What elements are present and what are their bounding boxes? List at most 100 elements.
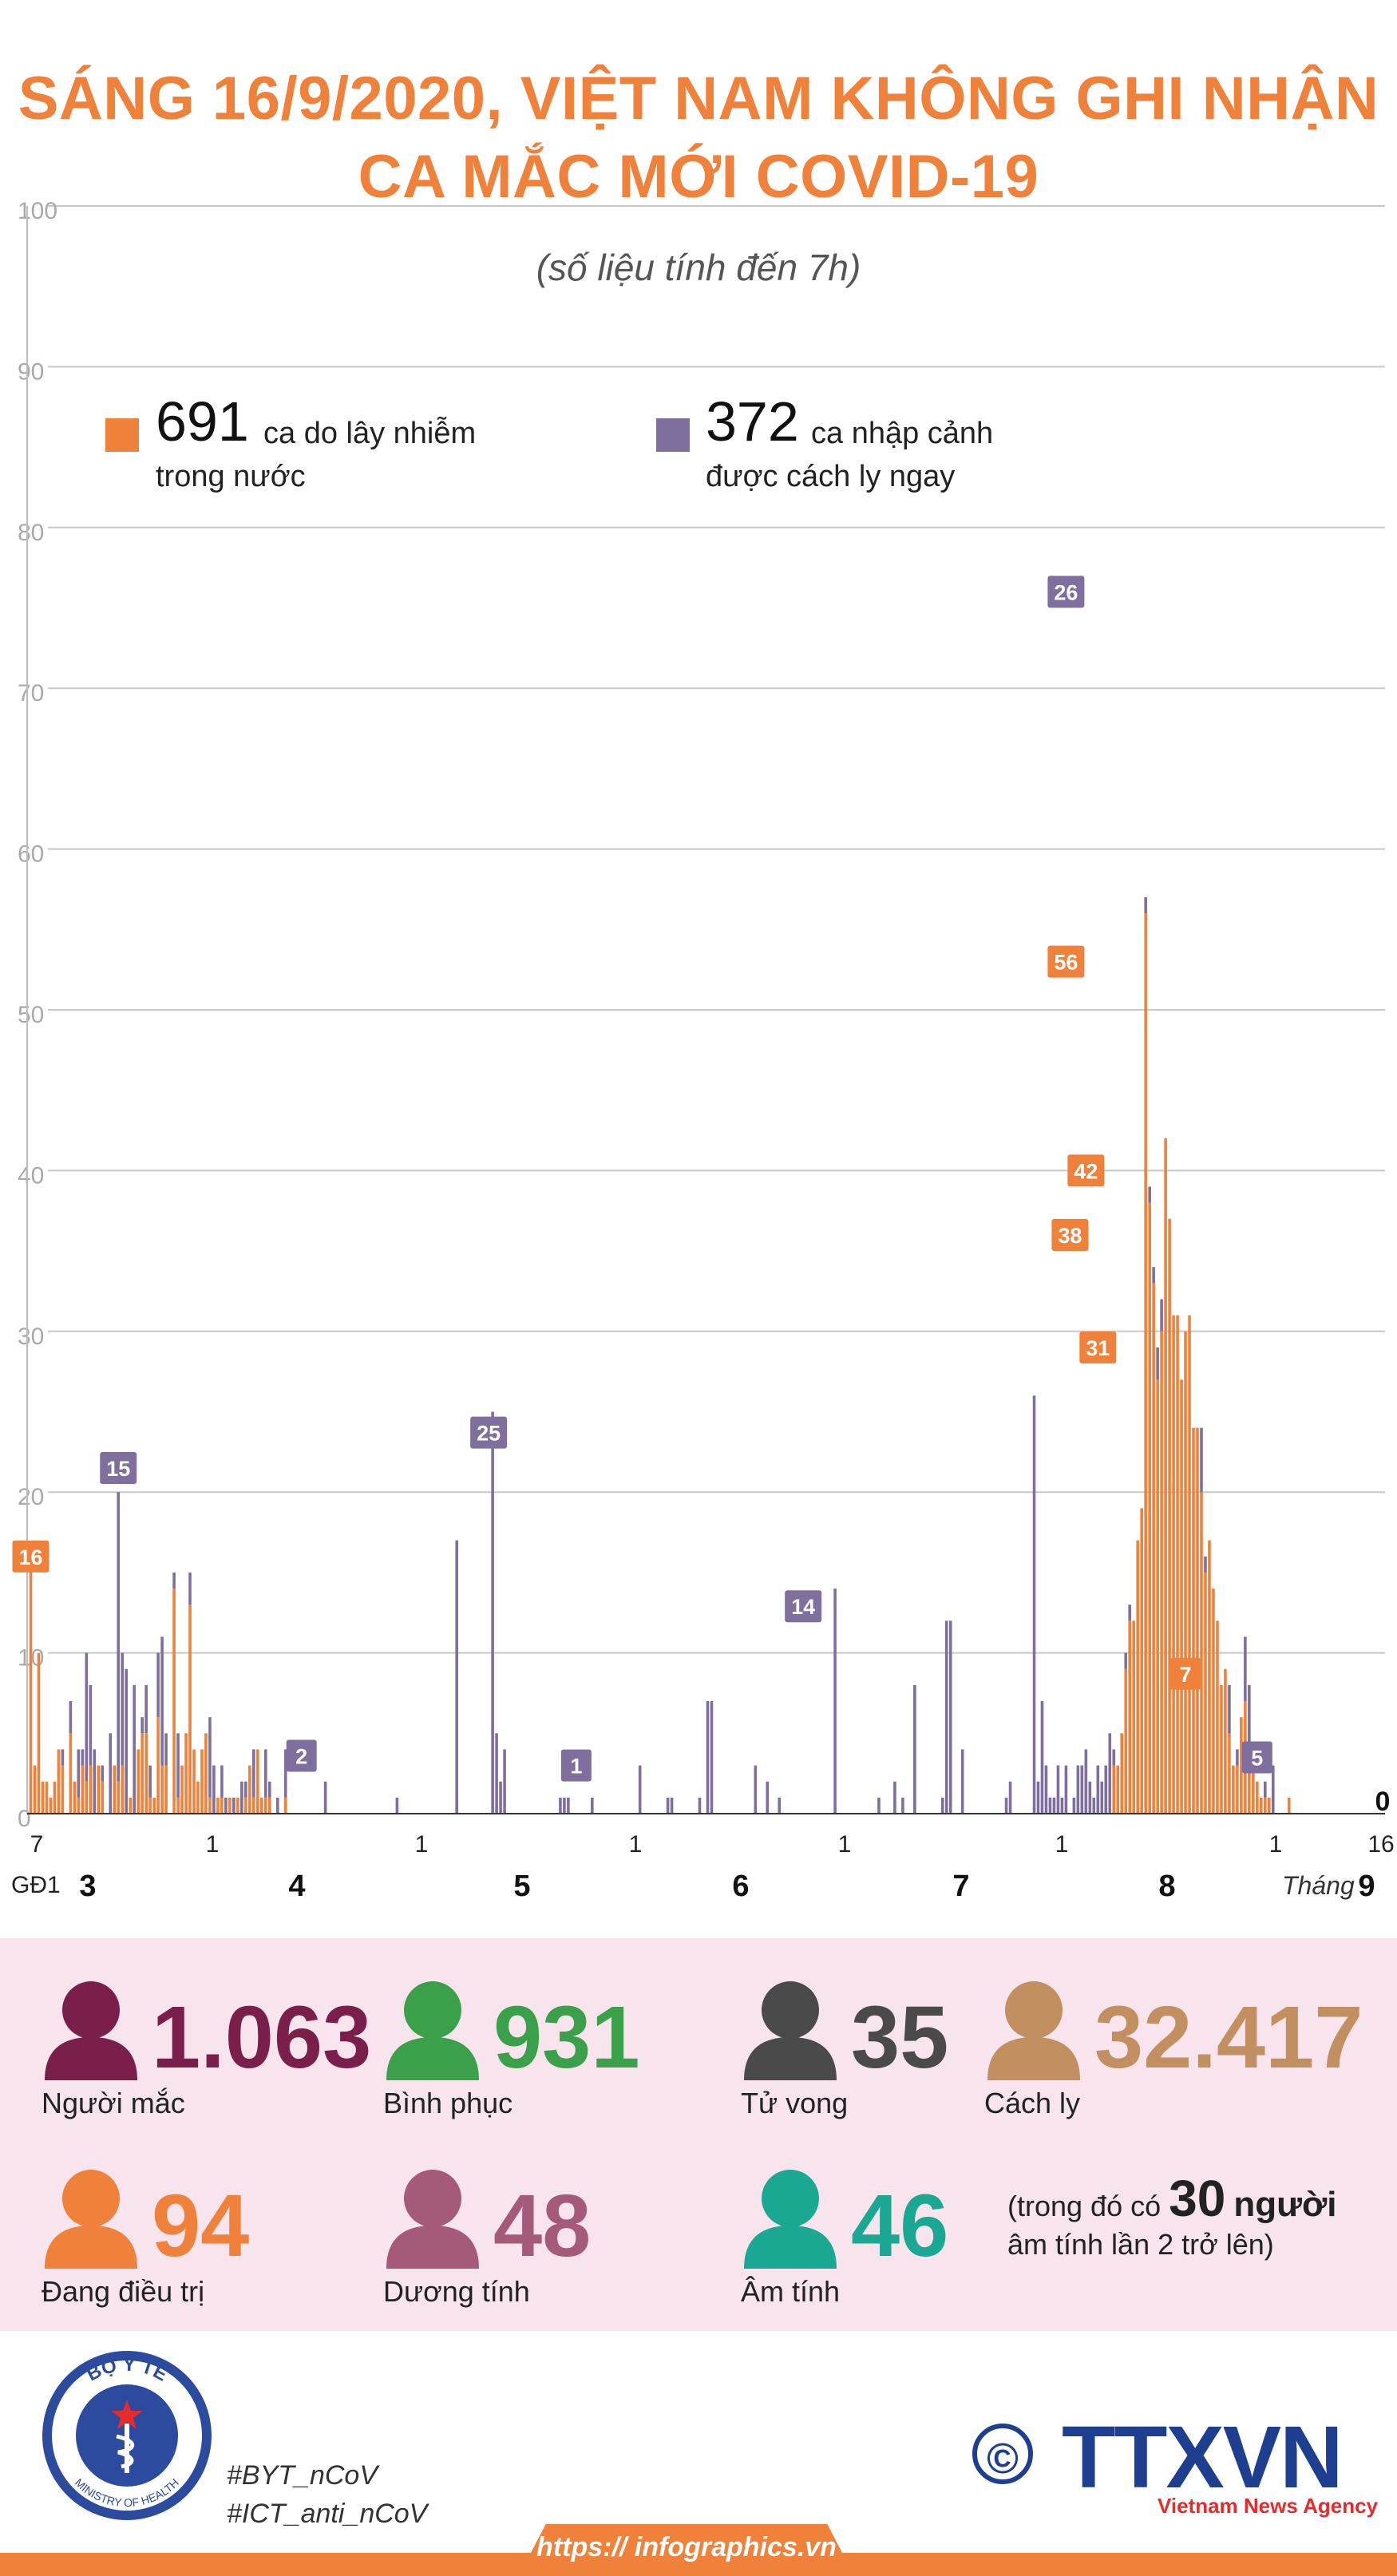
note-line2: âm tính lần 2 trở lên) xyxy=(1007,2228,1274,2261)
bar-imported xyxy=(1244,1636,1247,1702)
bar-domestic xyxy=(1232,1765,1235,1814)
bar-imported xyxy=(263,1749,267,1798)
bar-imported xyxy=(766,1781,770,1814)
bar-imported xyxy=(1052,1797,1056,1814)
bar-domestic xyxy=(1256,1781,1259,1814)
bar-imported xyxy=(638,1765,642,1814)
callout-badge xyxy=(1170,1657,1201,1690)
bar-imported xyxy=(93,1749,97,1814)
bar-imported xyxy=(1264,1781,1267,1798)
bar-imported xyxy=(208,1717,212,1798)
bar-domestic xyxy=(156,1717,160,1814)
bar-imported xyxy=(1108,1733,1112,1814)
bar-domestic xyxy=(228,1797,232,1814)
x-tick-label: 1 xyxy=(415,1831,429,1858)
bar-domestic xyxy=(41,1781,45,1814)
bar-imported xyxy=(948,1620,952,1814)
x-tick-label: 1 xyxy=(206,1831,220,1858)
bar-imported xyxy=(1248,1684,1251,1750)
bar-domestic xyxy=(77,1797,81,1814)
bar-domestic xyxy=(188,1605,192,1814)
bar-domestic xyxy=(1252,1765,1255,1814)
bar-domestic xyxy=(101,1781,105,1814)
bar-imported xyxy=(1088,1781,1092,1814)
bar-imported xyxy=(960,1749,964,1814)
bar-domestic xyxy=(1224,1668,1227,1814)
legend-label-domestic-1: ca do lây nhiễm xyxy=(263,417,477,450)
y-tick-label: 60 xyxy=(18,841,44,868)
bar-domestic xyxy=(1200,1492,1203,1814)
bar-domestic xyxy=(1260,1797,1263,1814)
person-icon xyxy=(987,1981,1080,2080)
y-tick-label: 0 xyxy=(18,1806,31,1832)
bar-imported xyxy=(901,1797,904,1814)
callout-label: 38 xyxy=(1058,1224,1082,1248)
callout-badge xyxy=(1241,1741,1272,1774)
title-line-1: SÁNG 16/9/2020, VIỆT NAM KHÔNG GHI NHẬN xyxy=(18,65,1379,133)
bar-domestic xyxy=(1136,1540,1139,1814)
bar-domestic xyxy=(29,1556,33,1814)
bar-domestic xyxy=(256,1749,259,1814)
bar-imported xyxy=(1104,1765,1108,1814)
bar-domestic xyxy=(196,1781,200,1814)
bar-domestic xyxy=(1180,1379,1183,1814)
callout-label: 1 xyxy=(570,1755,582,1779)
callout-label: 31 xyxy=(1086,1336,1110,1360)
y-tick-label: 80 xyxy=(18,520,44,546)
callout-badge xyxy=(1079,1331,1117,1363)
bar-imported xyxy=(567,1797,570,1814)
bar-domestic xyxy=(144,1733,148,1814)
bar-domestic xyxy=(200,1749,204,1814)
agency-logo: TTXVN xyxy=(1062,2408,1344,2507)
bar-imported xyxy=(710,1701,714,1814)
bar-imported xyxy=(156,1652,160,1718)
callout-badge xyxy=(560,1749,592,1782)
legend-count-domestic: 691 xyxy=(156,390,249,453)
month-label: 7 xyxy=(952,1870,969,1903)
callout-label: 15 xyxy=(106,1457,130,1481)
callout-label: 5 xyxy=(1251,1747,1263,1771)
bar-imported xyxy=(1160,1299,1163,1332)
bar-imported xyxy=(698,1797,702,1814)
bar-imported xyxy=(252,1749,255,1798)
bar-imported xyxy=(877,1797,881,1814)
stat-label: Đang điều trị xyxy=(42,2275,205,2308)
callout-badge xyxy=(100,1451,137,1484)
y-tick-label: 50 xyxy=(18,1002,44,1028)
bar-imported xyxy=(395,1797,399,1814)
stat-value: 48 xyxy=(493,2177,592,2275)
stat-label: Âm tính xyxy=(741,2275,841,2308)
bar-domestic xyxy=(37,1652,41,1814)
bar-domestic xyxy=(176,1797,180,1814)
bar-domestic xyxy=(121,1765,125,1814)
bar-imported xyxy=(164,1733,168,1766)
bar-imported xyxy=(778,1797,782,1814)
end-value-label: 0 xyxy=(1375,1787,1391,1817)
bar-imported xyxy=(833,1589,837,1814)
legend-swatch-domestic xyxy=(105,418,139,452)
stat-value: 35 xyxy=(851,1988,949,2087)
bar-imported xyxy=(754,1765,758,1814)
bar-domestic xyxy=(252,1797,255,1814)
x-tick-label: 1 xyxy=(1269,1831,1283,1858)
bar-imported xyxy=(121,1652,125,1766)
bar-imported xyxy=(69,1701,73,1734)
callout-label: 14 xyxy=(791,1595,815,1619)
bar-imported xyxy=(101,1765,105,1782)
month-label: 9 xyxy=(1358,1870,1375,1903)
bar-domestic xyxy=(1204,1572,1207,1814)
bar-imported xyxy=(1032,1395,1036,1814)
bar-domestic xyxy=(263,1797,267,1814)
bar-domestic xyxy=(248,1765,251,1814)
stat-value: 32.417 xyxy=(1094,1988,1363,2087)
footer-url[interactable]: https:// infographics.vn xyxy=(536,2532,837,2562)
callout-badge xyxy=(12,1540,49,1573)
person-icon xyxy=(744,2170,837,2269)
bar-domestic xyxy=(180,1765,184,1814)
bar-imported xyxy=(220,1765,224,1798)
bar-domestic xyxy=(1184,1331,1187,1814)
bar-domestic xyxy=(244,1797,247,1814)
bar-domestic xyxy=(1228,1733,1231,1814)
bar-domestic xyxy=(1248,1749,1251,1814)
bar-domestic xyxy=(1216,1620,1219,1814)
